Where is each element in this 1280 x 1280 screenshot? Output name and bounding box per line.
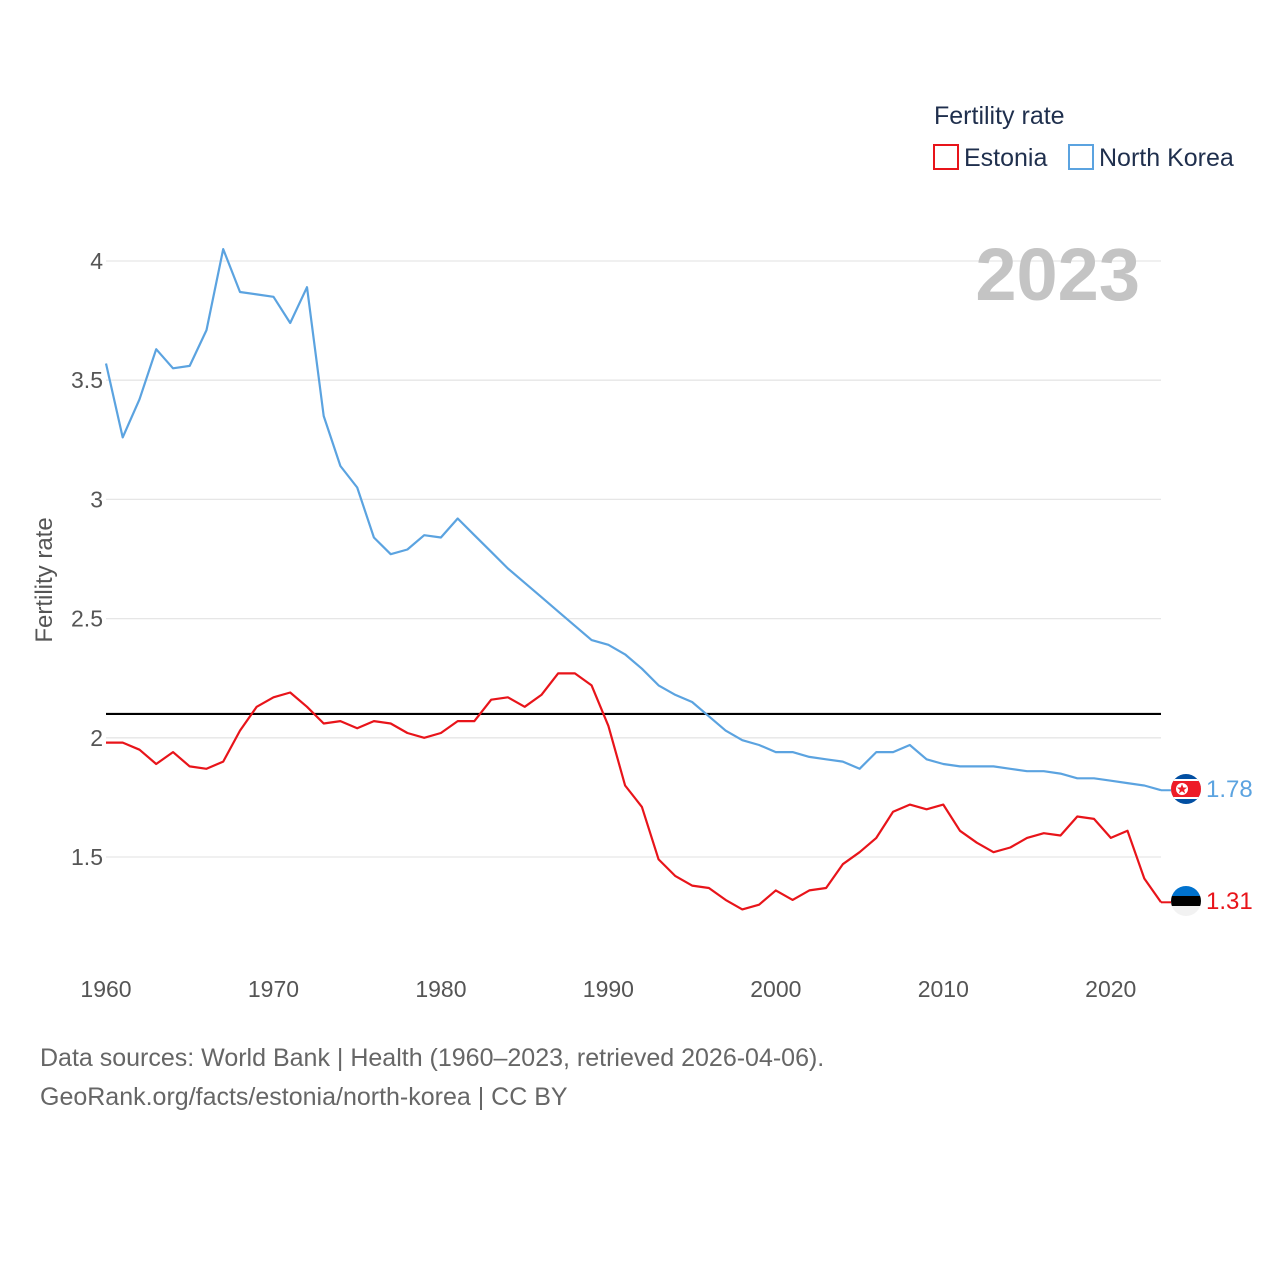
y-axis-ticks: 1.5 2 2.5 3 3.5 4 (71, 248, 103, 870)
legend-title: Fertility rate (934, 102, 1065, 130)
x-tick-label: 1960 (80, 976, 131, 1002)
series-line-north-korea[interactable] (104, 248, 1162, 792)
estonia-flag-icon (1171, 886, 1201, 916)
year-display: 2023 (975, 233, 1140, 316)
x-tick-label: 1970 (248, 976, 299, 1002)
legend-label-estonia[interactable]: Estonia (964, 144, 1047, 172)
x-axis-ticks: 1960 1970 1980 1990 2000 2010 2020 (80, 976, 1136, 1002)
series-lines (104, 248, 1171, 911)
x-tick-label: 2020 (1085, 976, 1136, 1002)
legend-swatch-estonia[interactable] (933, 144, 959, 170)
legend-label-north-korea[interactable]: North Korea (1099, 144, 1234, 172)
y-tick-label: 2 (90, 725, 103, 751)
end-value-estonia: 1.31 (1206, 888, 1253, 915)
y-tick-label: 1.5 (71, 844, 103, 870)
north-korea-flag-icon (1171, 774, 1201, 804)
x-tick-label: 2000 (750, 976, 801, 1002)
y-tick-label: 3.5 (71, 367, 103, 393)
x-tick-label: 2010 (918, 976, 969, 1002)
y-axis-label: Fertility rate (31, 517, 58, 642)
legend: Fertility rate Estonia North Korea (933, 102, 1234, 172)
gridlines (106, 260, 1161, 858)
y-tick-label: 2.5 (71, 606, 103, 632)
x-tick-label: 1990 (583, 976, 634, 1002)
end-value-north-korea: 1.78 (1206, 776, 1253, 803)
series-line-estonia[interactable] (106, 672, 1162, 911)
footer-sources: Data sources: World Bank | Health (1960–… (40, 1044, 825, 1072)
y-tick-label: 3 (90, 486, 103, 512)
legend-swatch-north-korea[interactable] (1068, 144, 1094, 170)
footer-attribution[interactable]: GeoRank.org/facts/estonia/north-korea | … (40, 1083, 568, 1111)
x-tick-label: 1980 (415, 976, 466, 1002)
y-tick-label: 4 (90, 248, 103, 274)
